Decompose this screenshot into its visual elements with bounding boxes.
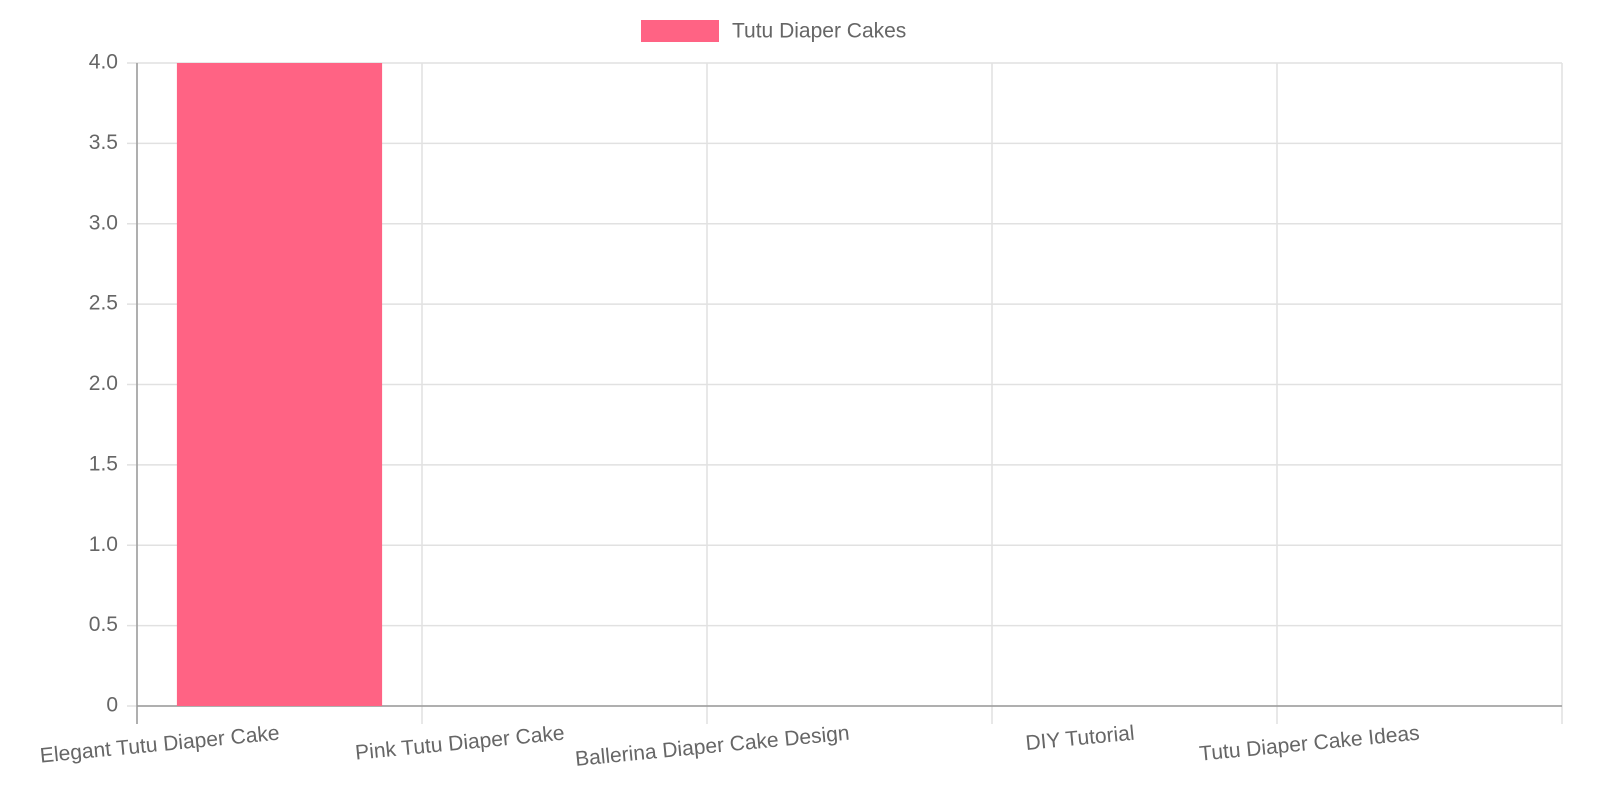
legend-label: Tutu Diaper Cakes [732, 20, 906, 43]
y-tick-label: 3.5 [89, 131, 118, 154]
y-tick-label: 3.0 [89, 211, 118, 234]
x-tick-label: Ballerina Diaper Cake Design [574, 722, 850, 771]
y-tick-label: 4.0 [89, 51, 118, 74]
x-tick-label: Pink Tutu Diaper Cake [354, 722, 565, 765]
y-tick-label: 0.5 [89, 613, 118, 636]
y-tick-label: 2.0 [89, 372, 118, 395]
x-tick-label: Tutu Diaper Cake Ideas [1198, 722, 1420, 766]
y-tick-label: 1.0 [89, 533, 118, 556]
x-tick-label: Elegant Tutu Diaper Cake [39, 722, 281, 768]
x-tick-label: DIY Tutorial [1024, 722, 1135, 755]
y-tick-label: 0 [106, 694, 118, 717]
legend-swatch [641, 20, 719, 42]
y-tick-label: 1.5 [89, 452, 118, 475]
y-tick-label: 2.5 [89, 292, 118, 315]
bar [176, 63, 383, 706]
